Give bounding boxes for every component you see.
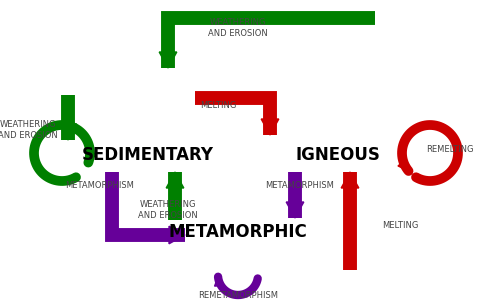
Text: REMETAMORPHISM: REMETAMORPHISM [198, 290, 278, 299]
FancyArrow shape [398, 160, 408, 171]
Text: WEATHERING
AND EROSION: WEATHERING AND EROSION [208, 18, 268, 38]
FancyArrow shape [215, 277, 224, 286]
FancyArrow shape [166, 172, 184, 188]
Text: MELTING: MELTING [382, 221, 418, 229]
Text: METAMORPHIC: METAMORPHIC [168, 223, 307, 241]
Text: WEATHERING
AND EROSION: WEATHERING AND EROSION [138, 200, 198, 220]
Text: MELTING: MELTING [200, 100, 236, 110]
Text: METAMORPHISM: METAMORPHISM [265, 180, 335, 189]
FancyArrow shape [169, 226, 185, 244]
FancyArrow shape [286, 202, 304, 218]
FancyArrow shape [59, 124, 77, 140]
Text: IGNEOUS: IGNEOUS [296, 146, 381, 164]
Text: SEDIMENTARY: SEDIMENTARY [82, 146, 214, 164]
FancyArrow shape [159, 52, 177, 68]
FancyArrow shape [86, 151, 96, 163]
Text: REMELTING: REMELTING [426, 145, 474, 155]
Text: WEATHERING
AND EROSION: WEATHERING AND EROSION [0, 120, 58, 140]
Text: METAMORPHISM: METAMORPHISM [66, 180, 134, 189]
FancyArrow shape [261, 119, 279, 135]
FancyArrow shape [341, 172, 359, 188]
